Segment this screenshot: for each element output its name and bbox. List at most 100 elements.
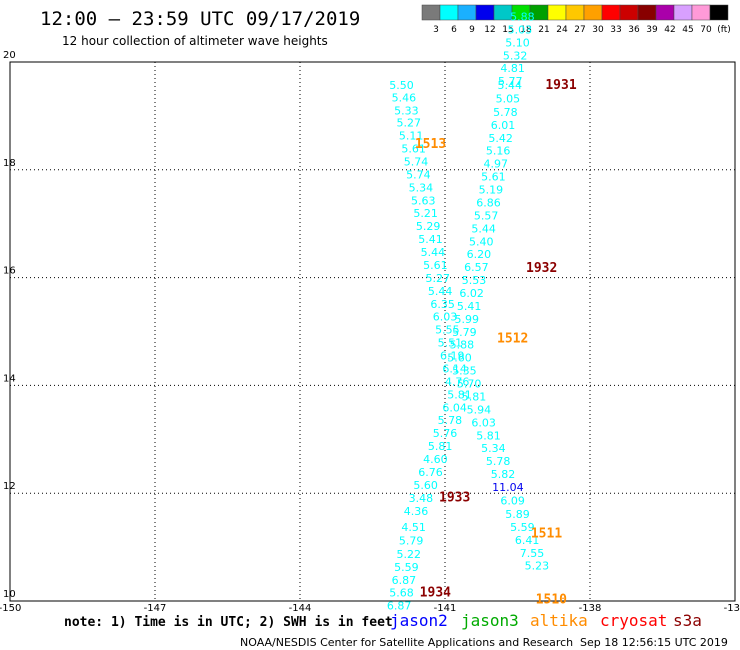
wave-height-label: 5.11	[399, 130, 424, 143]
wave-height-label: 5.41	[418, 233, 443, 246]
y-tick-label: 20	[3, 50, 16, 61]
pass-number-label: 1510	[536, 593, 567, 608]
y-tick-label: 18	[3, 158, 16, 169]
timestamp-text: Sep 18 12:56:15 UTC 2019	[580, 636, 728, 649]
wave-height-label: 6.03	[433, 311, 458, 324]
wave-height-label: 5.44	[421, 246, 446, 259]
wave-height-label: 6.02	[459, 287, 484, 300]
scale-label: 70	[700, 25, 712, 35]
scale-swatch	[475, 4, 495, 21]
scale-swatch	[583, 4, 603, 21]
satellite-name-s3a: s3a	[673, 611, 702, 630]
wave-height-label: 5.78	[438, 414, 463, 427]
wave-height-label: 6.20	[467, 248, 492, 261]
scale-label: (ft)	[717, 25, 731, 35]
wave-height-label: 5.81	[447, 388, 472, 401]
wave-height-label: 5.63	[411, 194, 436, 207]
wave-height-label: 5.41	[457, 300, 482, 313]
satellite-legend: jason2 jason3 altika cryosat s3a	[390, 611, 702, 630]
wave-height-label: 6.14	[442, 362, 467, 375]
wave-height-label: 5.60	[447, 352, 472, 365]
wave-height-label: 5.22	[397, 548, 422, 561]
wave-height-label: 11.04	[492, 481, 524, 494]
wave-height-label: 5.88	[510, 10, 535, 23]
y-tick-label: 10	[3, 589, 16, 600]
wave-height-label: 5.59	[394, 561, 419, 574]
wave-height-label: 5.44	[428, 285, 453, 298]
wave-height-label: 6.19	[440, 350, 465, 363]
y-tick-label: 12	[3, 481, 16, 492]
wave-height-label: 3.48	[409, 492, 434, 505]
wave-height-label: 4.36	[404, 505, 429, 518]
scale-swatch	[637, 4, 657, 21]
wave-height-label: 5.59	[510, 521, 535, 534]
wave-height-label: 5.79	[399, 534, 424, 547]
scale-swatch	[421, 4, 441, 21]
wave-height-label: 5.74	[404, 155, 429, 168]
wave-height-label: 5.78	[493, 106, 518, 119]
wave-height-label: 5.10	[505, 36, 530, 49]
pass-number-label: 1512	[497, 331, 528, 346]
scale-label: 24	[556, 25, 568, 35]
plot-frame	[9, 61, 736, 602]
pass-number-label: 1931	[545, 78, 576, 93]
wave-height-label: 6.87	[387, 600, 412, 613]
wave-height-label: 5.19	[479, 184, 504, 197]
wave-height-label: 6.57	[464, 261, 489, 274]
wave-height-label: 5.27	[397, 117, 422, 130]
wave-height-label: 6.01	[491, 119, 516, 132]
scale-swatch	[619, 4, 639, 21]
wave-height-label: 6.87	[392, 574, 417, 587]
y-tick-label: 14	[3, 373, 16, 384]
wave-height-label: 5.60	[413, 479, 438, 492]
wave-height-label: 5.35	[452, 365, 477, 378]
credit-text: NOAA/NESDIS Center for Satellite Applica…	[240, 636, 573, 649]
scale-label: 3	[433, 25, 439, 35]
wave-height-label: 5.82	[491, 468, 516, 481]
wave-height-label: 5.88	[450, 339, 475, 352]
pass-number-label: 1511	[531, 526, 562, 541]
scale-swatch	[547, 4, 567, 21]
wave-height-label: 5.46	[392, 91, 417, 104]
wave-height-label: 5.05	[496, 92, 521, 105]
wave-height-label: 6.35	[430, 298, 455, 311]
pass-number-label: 1933	[439, 490, 470, 505]
wave-height-label: 6.03	[471, 416, 496, 429]
chart-subtitle: 12 hour collection of altimeter wave hei…	[62, 34, 328, 48]
scale-swatch	[439, 4, 459, 21]
wave-height-label: 5.34	[481, 442, 506, 455]
wave-height-label: 5.23	[525, 560, 550, 573]
satellite-name-altika: altika	[530, 611, 588, 630]
scale-swatch	[457, 4, 477, 21]
wave-height-label: 6.04	[442, 401, 467, 414]
wave-height-label: 5.57	[474, 209, 499, 222]
x-tick-label: -147	[144, 603, 167, 614]
wave-height-label: 4.51	[401, 521, 426, 534]
scale-label: 6	[451, 25, 457, 35]
wave-height-label: 7.55	[520, 547, 545, 560]
wave-height-label: 5.61	[481, 171, 506, 184]
wave-height-label: 5.27	[426, 272, 451, 285]
satellite-name-jason2: jason2	[390, 611, 448, 630]
wave-height-label: 5.53	[462, 274, 487, 287]
wave-height-label: 5.61	[401, 143, 426, 156]
wave-height-label: 5.32	[503, 49, 528, 62]
wave-height-label: 5.61	[423, 259, 448, 272]
pass-number-label: 1934	[420, 586, 451, 601]
chart-title: 12:00 – 23:59 UTC 09/17/2019	[40, 8, 360, 30]
wave-height-label: 5.79	[452, 326, 477, 339]
wave-height-label: 4.60	[423, 453, 448, 466]
scale-swatch	[601, 4, 621, 21]
scale-label: 21	[538, 25, 549, 35]
wave-height-label: 5.89	[505, 508, 530, 521]
satellite-name-jason3: jason3	[461, 611, 519, 630]
wave-height-label: 5.78	[486, 455, 511, 468]
wave-height-label: 4.81	[500, 62, 525, 75]
scale-swatch	[565, 4, 585, 21]
scale-label: 36	[628, 25, 640, 35]
wave-height-label: 5.03	[508, 23, 533, 36]
color-scale-legend: 3 6 9 12 15 18 21 24 27 30 33 36 39 42 45 70 (ft)	[421, 4, 731, 35]
pass-number-label: 1513	[415, 137, 446, 152]
wave-height-label: 6.76	[418, 466, 443, 479]
